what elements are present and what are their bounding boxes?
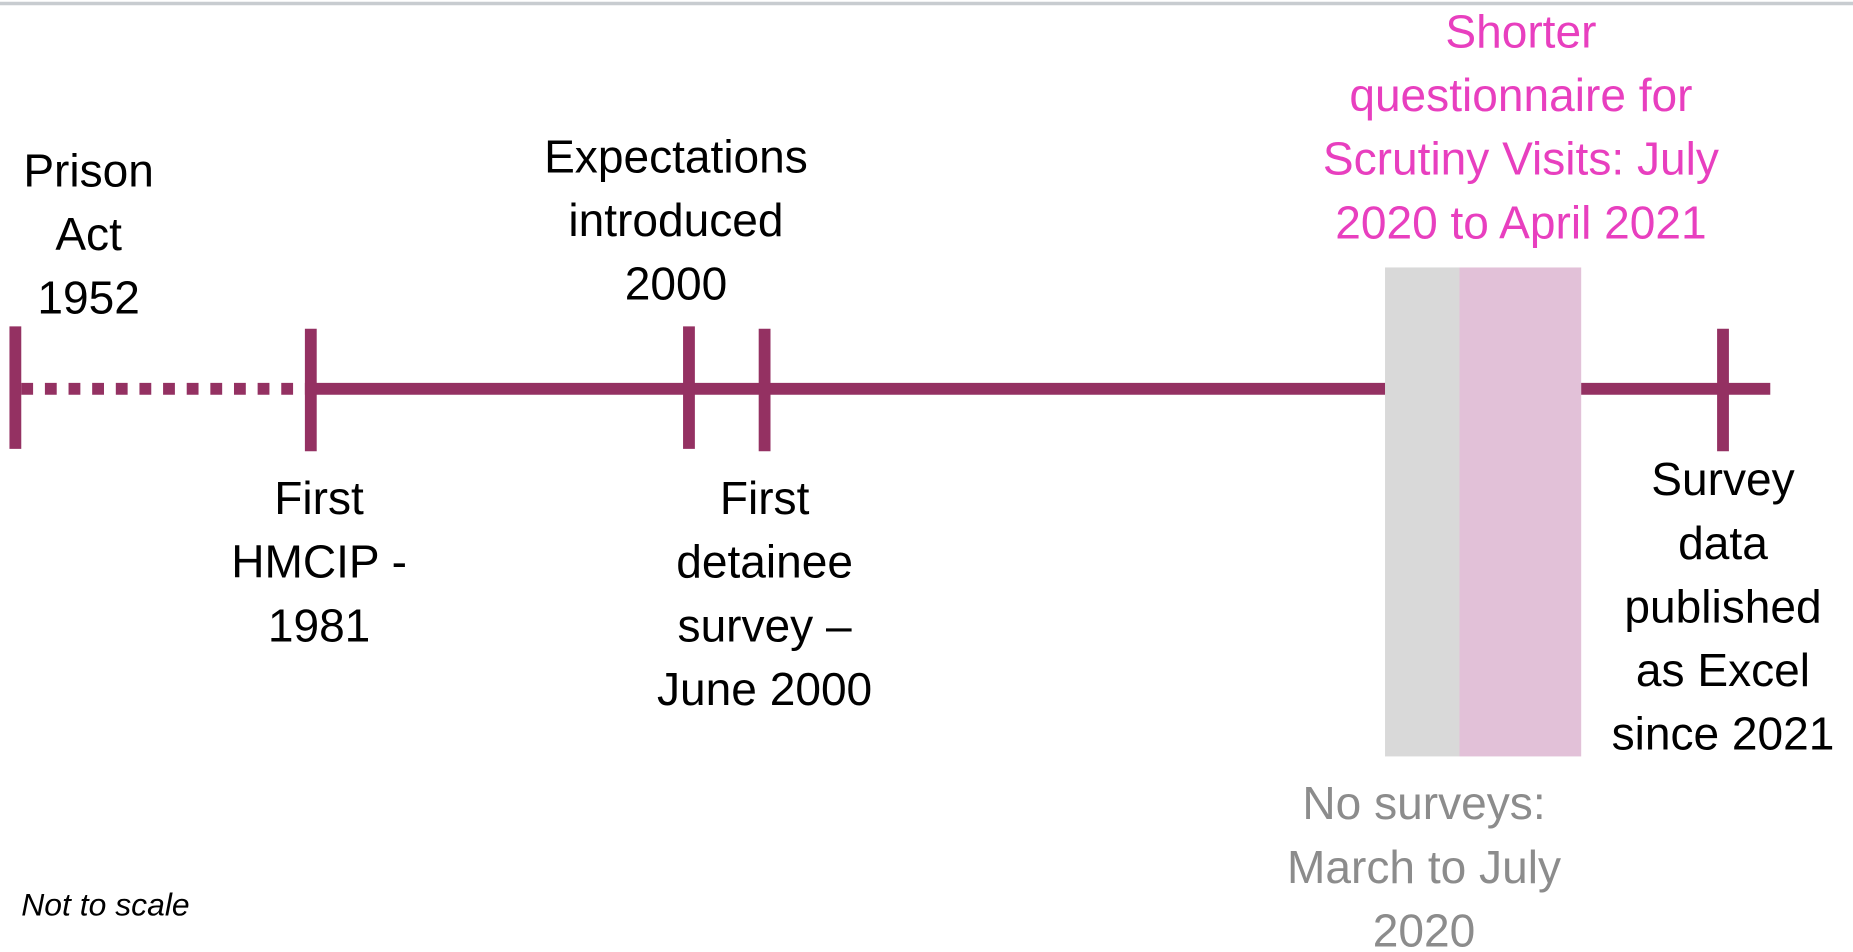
label-line: Scrutiny Visits: July (1323, 133, 1719, 185)
label-line: as Excel (1636, 644, 1810, 696)
note: Not to scale (21, 887, 189, 923)
label-line: First (720, 472, 810, 524)
label-line: detainee (676, 536, 853, 588)
label-line: Shorter (1445, 6, 1596, 58)
label-line: Act (55, 208, 122, 260)
label-line: 1952 (37, 272, 139, 324)
label-line: questionnaire for (1349, 69, 1692, 121)
label-line: June 2000 (657, 663, 872, 715)
label-line: published (1624, 581, 1821, 633)
label-line: Prison (23, 145, 154, 197)
no-surveys-band (1385, 267, 1460, 757)
label-line: Survey (1651, 453, 1794, 505)
label-line: 2020 (1373, 905, 1475, 952)
label-line: Expectations (544, 130, 808, 182)
label-line: First (274, 472, 364, 524)
label-line: data (1678, 517, 1768, 569)
label-line: HMCIP - (231, 536, 407, 588)
label-line: 1981 (268, 599, 370, 651)
label-line: survey – (678, 599, 853, 651)
shorter-questionnaire-band (1459, 267, 1582, 757)
label-line: introduced (568, 194, 783, 246)
label-line: March to July (1287, 841, 1561, 893)
label-line: since 2021 (1612, 708, 1835, 760)
label-line: No surveys: (1302, 777, 1545, 829)
label-line: 2000 (625, 258, 727, 310)
label-line: 2020 to April 2021 (1335, 196, 1706, 248)
